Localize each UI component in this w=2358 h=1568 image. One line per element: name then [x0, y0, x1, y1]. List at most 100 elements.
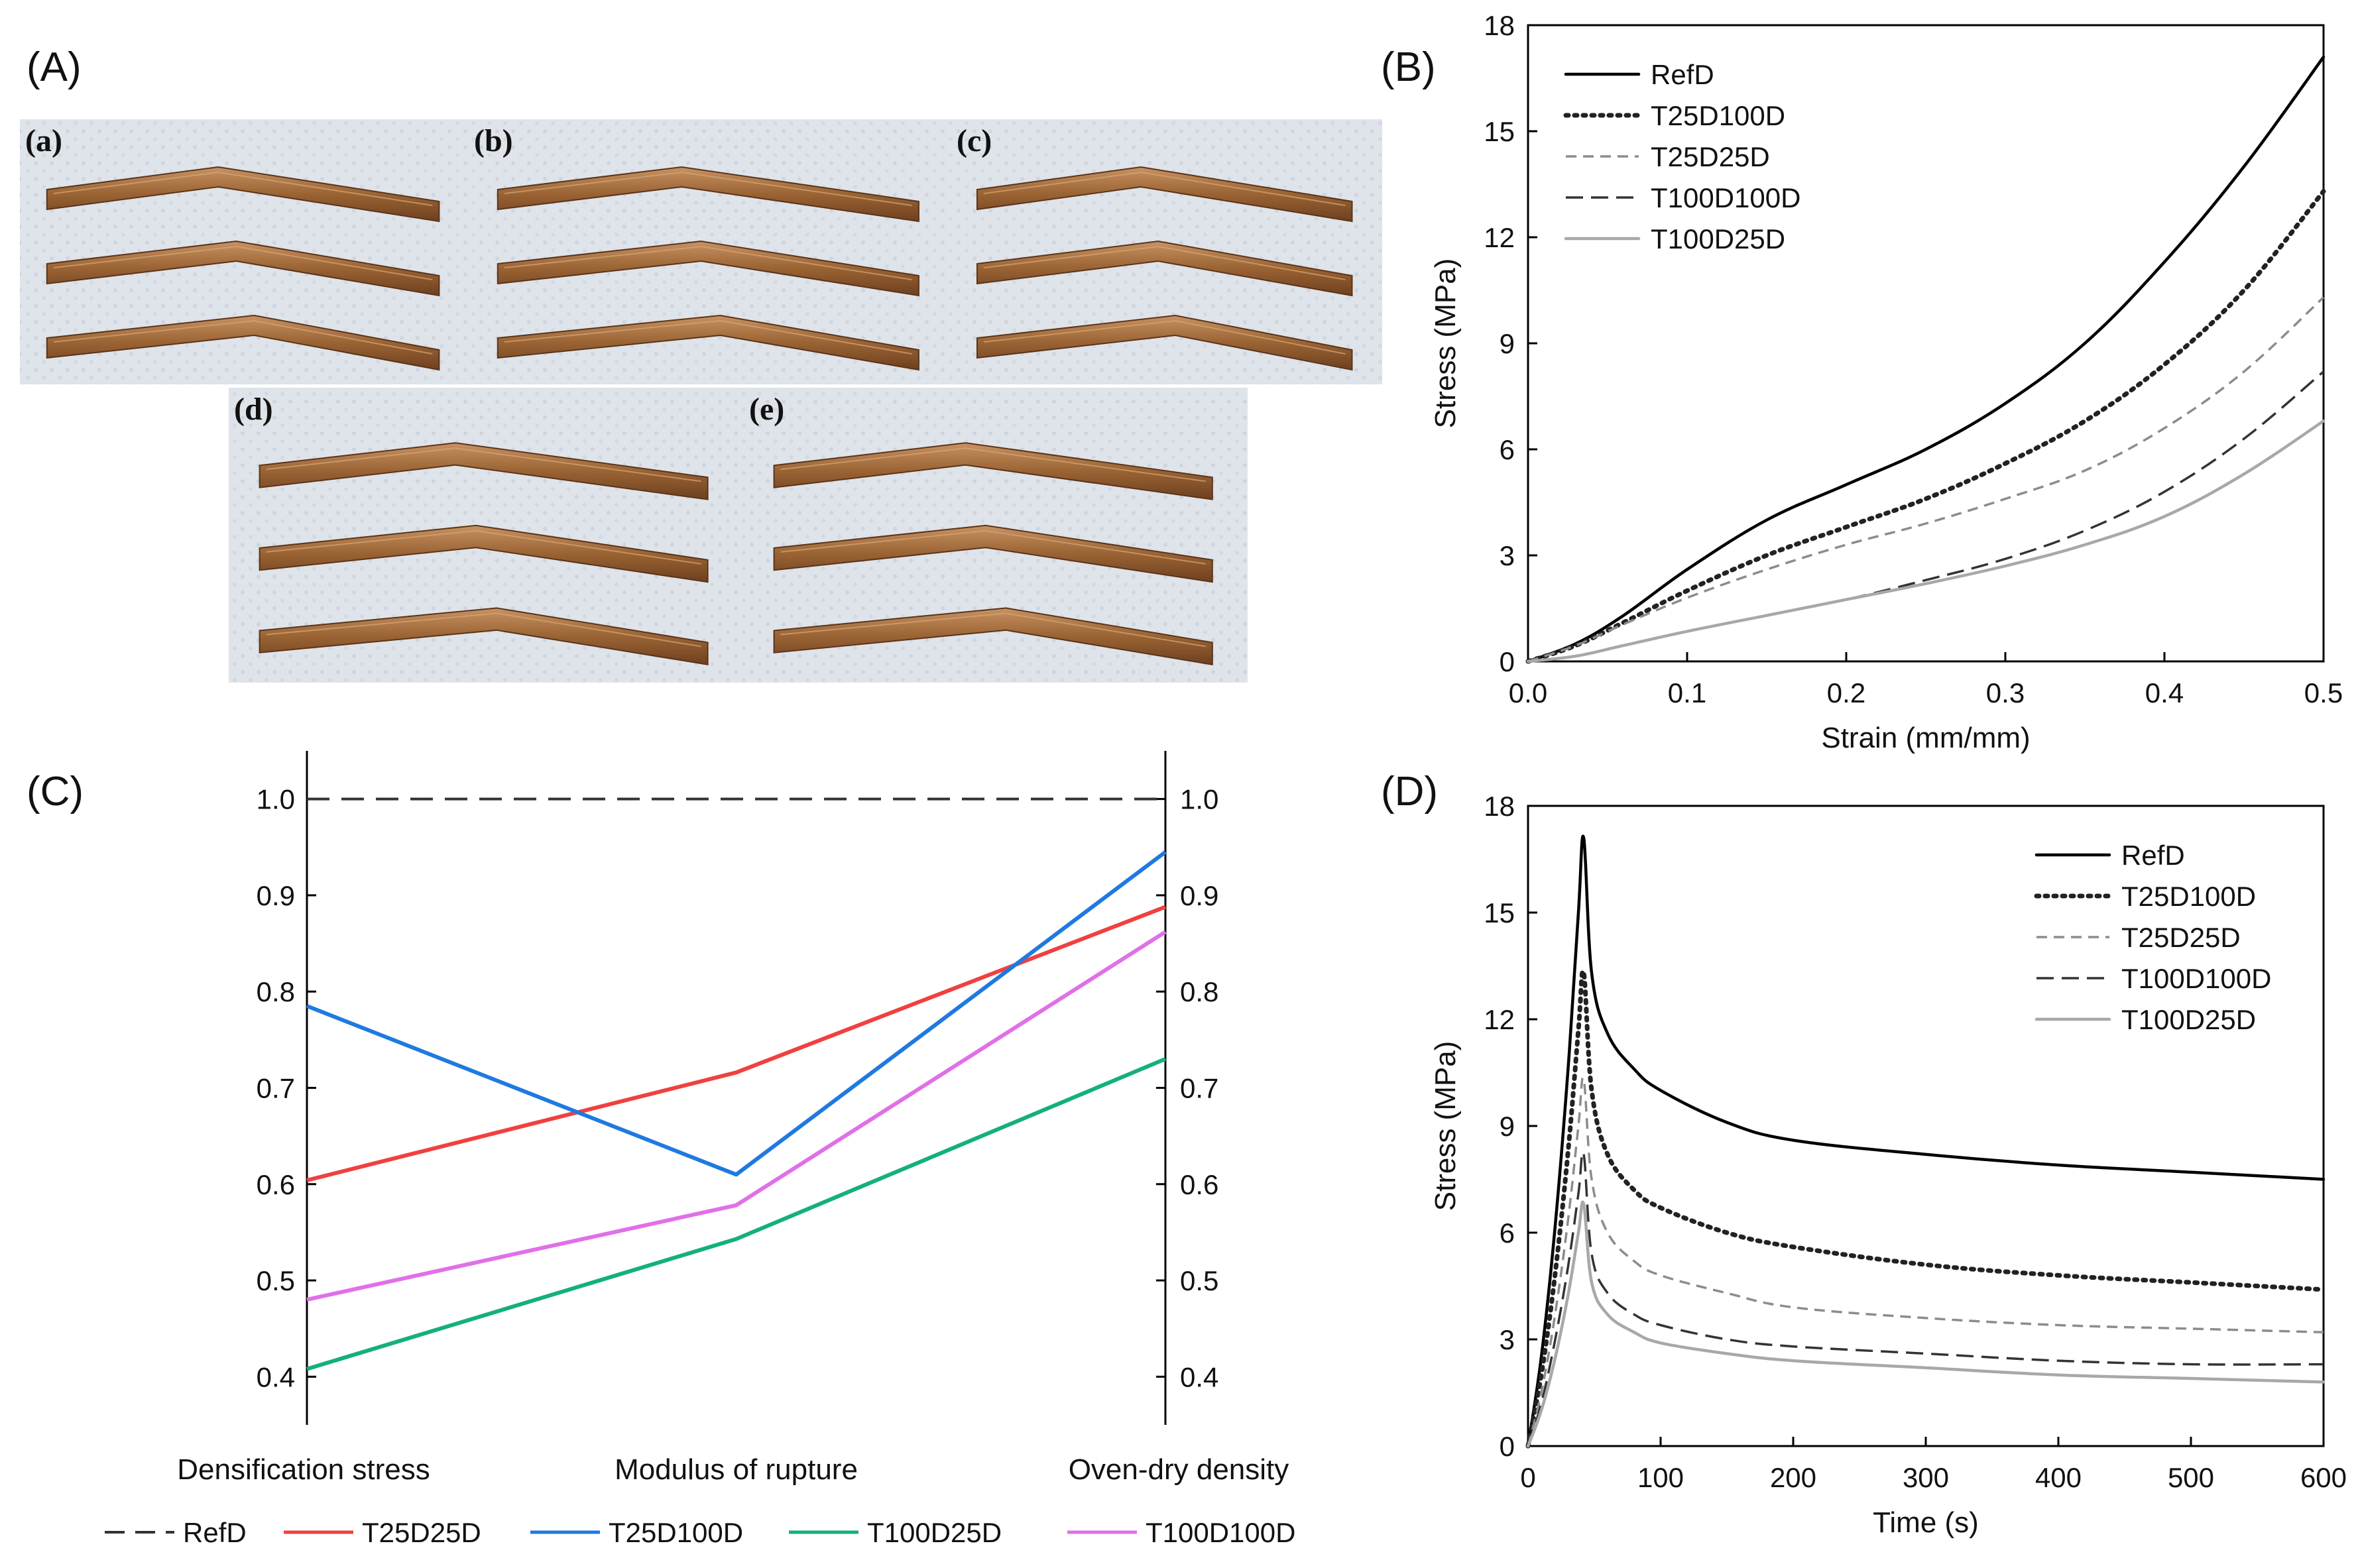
y-tick-label-left: 0.6 — [257, 1169, 295, 1200]
y-tick-label-right: 0.9 — [1180, 880, 1218, 911]
wood-grain — [983, 245, 1346, 280]
x-tick-label: 0.3 — [1986, 677, 2025, 708]
y-tick-label-left: 0.9 — [257, 880, 295, 911]
wood-strip — [259, 524, 709, 583]
legend-label-T25D100D: T25D100D — [2121, 881, 2256, 912]
photo-label: (c) — [957, 123, 992, 158]
legend-label-T25D100D: T25D100D — [609, 1517, 743, 1548]
legend-label-T100D25D: T100D25D — [2121, 1004, 2256, 1035]
photo-c: (c) — [951, 119, 1382, 384]
y-tick-label: 6 — [1500, 434, 1515, 465]
category-label: Modulus of rupture — [615, 1453, 858, 1486]
wood-strip — [46, 166, 440, 223]
x-tick-label: 0.1 — [1668, 677, 1706, 708]
wood-strip — [976, 166, 1353, 223]
wood-strip — [976, 314, 1353, 371]
legend-label-RefD: RefD — [183, 1517, 247, 1548]
wood-grain — [504, 171, 913, 206]
series-line-T100D100D — [306, 930, 1167, 1302]
chart-c: 0.4 0.4 0.5 0.5 0.6 0.6 0.7 0.7 0.8 0.8 0.9 0.9 1.0 1… — [105, 751, 1295, 1548]
wood-grain — [780, 530, 1206, 565]
category-label: Oven-dry density — [1069, 1453, 1289, 1486]
wood-grain — [53, 171, 433, 206]
panel-label-A: (A) — [27, 44, 82, 90]
wood-grain — [53, 319, 433, 355]
legend-label-T100D25D: T100D25D — [867, 1517, 1002, 1548]
photo-a: (a) — [20, 119, 471, 384]
y-tick-label: 12 — [1484, 1004, 1515, 1035]
series-line-T100D25D — [306, 1057, 1167, 1371]
legend-label-RefD: RefD — [1651, 59, 1714, 90]
y-tick-label: 18 — [1484, 791, 1515, 822]
wood-strip — [46, 314, 440, 371]
y-tick-label: 0 — [1500, 646, 1515, 677]
y-tick-label-right: 0.5 — [1180, 1265, 1218, 1296]
series-line-T25D100D — [1525, 968, 2326, 1449]
y-tick-label-right: 0.4 — [1180, 1361, 1218, 1392]
y-tick-label-right: 1.0 — [1180, 784, 1218, 815]
wood-strip — [46, 240, 440, 297]
y-axis-label: Stress (MPa) — [1429, 258, 1462, 429]
chart-d: 0 100 200 300 400 500 600 0 3 6 9 12 15 18 Time (s) Str… — [1429, 791, 2347, 1539]
y-tick-label: 9 — [1500, 1111, 1515, 1142]
wood-grain — [266, 612, 701, 647]
series-line-T100D25D — [1526, 1200, 2326, 1448]
wood-strip — [497, 240, 919, 297]
x-axis-label: Strain (mm/mm) — [1821, 722, 2030, 754]
photo-b: (b) — [469, 119, 953, 384]
series-line-T100D100D — [1527, 370, 2325, 663]
series-line-T100D25D — [1526, 420, 2326, 663]
photo-label: (a) — [25, 123, 62, 158]
wood-strip — [773, 524, 1213, 583]
wood-grain — [504, 245, 913, 280]
x-tick-label: 0.4 — [2145, 677, 2184, 708]
y-tick-label-left: 0.4 — [257, 1361, 295, 1392]
wood-strip — [259, 607, 709, 666]
y-tick-label-right: 0.6 — [1180, 1169, 1218, 1200]
y-axis-label: Stress (MPa) — [1429, 1041, 1462, 1211]
wood-grain — [983, 319, 1346, 355]
series-line-T25D100D — [306, 850, 1167, 1177]
panel-label-D: (D) — [1381, 769, 1438, 814]
legend-label-T25D25D: T25D25D — [2121, 922, 2241, 953]
y-tick-label-right: 0.8 — [1180, 976, 1218, 1007]
wood-grain — [780, 612, 1206, 647]
photo-label: (b) — [474, 123, 513, 158]
wood-strip — [773, 607, 1213, 666]
legend-label-RefD: RefD — [2121, 840, 2185, 871]
x-tick-label: 400 — [2035, 1462, 2082, 1493]
wood-grain — [504, 319, 913, 355]
series-line-T25D100D — [1525, 189, 2326, 664]
legend-label-T25D100D: T25D100D — [1651, 100, 1785, 131]
y-tick-label: 18 — [1484, 10, 1515, 41]
y-tick-label: 3 — [1500, 1324, 1515, 1355]
wood-grain — [53, 245, 433, 280]
x-tick-label: 0 — [1520, 1462, 1535, 1493]
y-tick-label: 0 — [1500, 1431, 1515, 1462]
wood-grain — [780, 447, 1206, 482]
y-tick-label: 12 — [1484, 222, 1515, 253]
y-tick-label: 9 — [1500, 328, 1515, 359]
x-tick-label: 0.5 — [2304, 677, 2343, 708]
photo-label: (e) — [749, 392, 784, 427]
x-tick-label: 200 — [1770, 1462, 1816, 1493]
panel-label-C: (C) — [27, 769, 84, 814]
photo-d: (d) — [229, 388, 744, 683]
series-line-RefD — [1526, 55, 2326, 663]
category-label: Densification stress — [177, 1453, 430, 1486]
series-line-T25D25D — [1527, 1076, 2324, 1447]
x-tick-label: 600 — [2300, 1462, 2347, 1493]
x-tick-label: 0.2 — [1827, 677, 1865, 708]
x-tick-label: 0.0 — [1509, 677, 1547, 708]
y-tick-label: 15 — [1484, 116, 1515, 147]
wood-strip — [497, 314, 919, 371]
wood-grain — [266, 447, 701, 482]
y-tick-label: 6 — [1500, 1217, 1515, 1249]
x-tick-label: 300 — [1903, 1462, 1949, 1493]
y-tick-label: 15 — [1484, 897, 1515, 928]
y-tick-label-right: 0.7 — [1180, 1073, 1218, 1104]
legend-label-T100D100D: T100D100D — [1651, 182, 1800, 213]
chart-b: 0.0 0.1 0.2 0.3 0.4 0.5 0 3 6 9 12 15 18 Strain (mm/m… — [1429, 10, 2343, 754]
photo-panel: (a) (b) (c) (d) (e) — [20, 119, 1382, 683]
